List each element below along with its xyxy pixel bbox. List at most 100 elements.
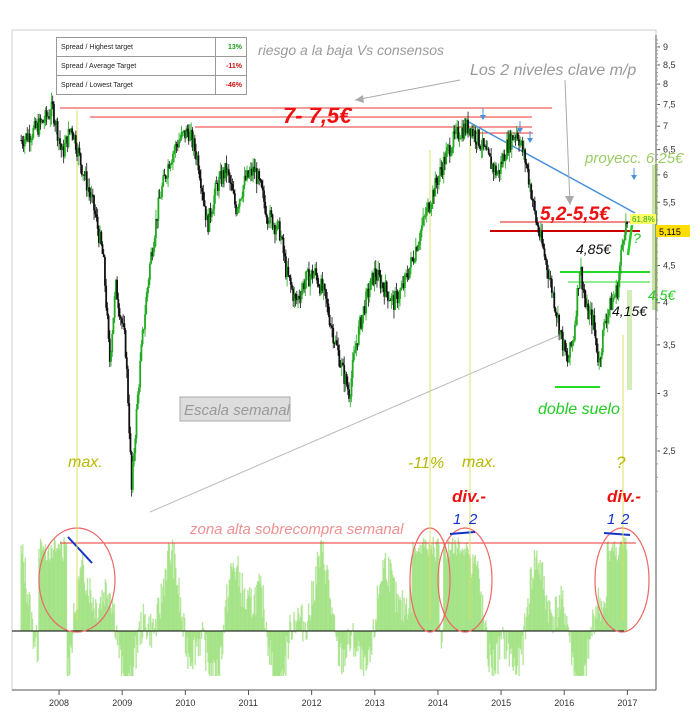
candle-body: [499, 161, 502, 174]
candle-body: [259, 178, 262, 181]
candle-body: [402, 283, 405, 289]
candle-body: [37, 122, 40, 135]
x-tick-label: 2009: [112, 698, 132, 708]
candle-body: [304, 280, 307, 290]
candle-body: [428, 202, 431, 213]
candle-body: [144, 314, 146, 329]
candle-body: [73, 135, 76, 140]
candle-body: [481, 138, 484, 150]
candle-body: [55, 121, 58, 126]
candle-body: [461, 127, 463, 138]
candle-body: [272, 224, 275, 229]
candle-body: [492, 164, 495, 173]
candle-body: [66, 136, 69, 147]
candle-body: [338, 350, 341, 367]
candle-body: [106, 307, 109, 316]
candle-body: [124, 330, 127, 358]
candle-body: [65, 136, 67, 144]
candle-body: [431, 189, 434, 205]
candle-body: [327, 303, 330, 316]
candle-body: [546, 260, 548, 271]
candle-body: [604, 320, 607, 323]
candle-body: [532, 200, 535, 202]
candle-body: [88, 187, 91, 193]
candle-body: [422, 216, 425, 226]
escala-label: Escala semanal: [184, 402, 291, 419]
candle-body: [412, 258, 415, 263]
candle-body: [85, 171, 88, 191]
candle-body: [440, 167, 443, 170]
candle-body: [462, 127, 465, 139]
candle-body: [40, 120, 43, 123]
y-tick-label: 8,5: [663, 60, 676, 70]
candle-body: [87, 187, 89, 191]
candle-body: [540, 231, 542, 238]
last-price-text: 5,115: [659, 227, 681, 237]
candle-body: [148, 263, 151, 280]
candle-body: [328, 315, 331, 326]
candle-body: [301, 283, 304, 291]
candle-body: [198, 170, 201, 179]
candle-body: [512, 135, 514, 141]
candle-body: [145, 296, 148, 315]
candle-body: [107, 315, 110, 339]
candle-body: [111, 333, 114, 353]
candle-body: [608, 309, 610, 316]
candle-body: [286, 266, 289, 278]
candle-body: [348, 389, 350, 399]
spread-value: 13%: [215, 37, 247, 57]
candle-body: [82, 174, 84, 176]
minus11-label: -11%: [408, 455, 444, 472]
nivel-415-label: 4,15€: [612, 303, 648, 319]
arrow-line: [354, 79, 461, 101]
candle-body: [506, 139, 508, 159]
candle-body: [289, 277, 292, 285]
candle-body: [400, 287, 403, 290]
candle-body: [224, 163, 227, 179]
candle-body: [541, 231, 544, 244]
candle-body: [80, 165, 83, 175]
candle-body: [478, 129, 480, 147]
candle-body: [450, 152, 452, 156]
candle-body: [447, 145, 450, 148]
candle-body: [197, 155, 200, 171]
candle-body: [366, 288, 369, 292]
fib-tag: [630, 214, 656, 224]
candle-body: [299, 298, 302, 300]
candle-body: [63, 143, 66, 157]
candle-body: [621, 244, 624, 250]
candle-body: [359, 317, 361, 327]
candle-body: [167, 164, 169, 178]
candle-body: [520, 141, 523, 143]
candle-body: [100, 231, 103, 245]
marker-arrow-head: [517, 128, 523, 133]
candle-body: [563, 340, 565, 351]
candle-body: [68, 129, 71, 132]
candle-body: [470, 129, 473, 137]
candle-body: [28, 133, 31, 143]
spread-value: -46%: [215, 75, 247, 95]
candle-body: [574, 324, 576, 341]
candle-body: [468, 128, 471, 134]
candle-body: [419, 230, 422, 241]
candle-body: [247, 170, 250, 178]
candle-body: [603, 322, 605, 331]
candle-body: [147, 279, 150, 289]
candle-body: [244, 175, 247, 180]
y-tick-label: 3,5: [663, 340, 676, 350]
candle-body: [484, 146, 486, 147]
candle-body: [377, 270, 380, 281]
candle-body: [476, 129, 479, 145]
candle-body: [614, 295, 616, 298]
candle-body: [201, 188, 203, 192]
candle-body: [195, 151, 197, 160]
candle-body: [367, 288, 370, 298]
candle-body: [325, 289, 327, 299]
candle-body: [292, 288, 295, 301]
candle-body: [416, 246, 418, 251]
spread-label: Spread / Highest target: [56, 37, 216, 57]
candle-body: [598, 358, 601, 363]
oscillator-panel: [12, 527, 650, 676]
candle-body: [196, 155, 199, 160]
candle-body: [283, 253, 286, 257]
